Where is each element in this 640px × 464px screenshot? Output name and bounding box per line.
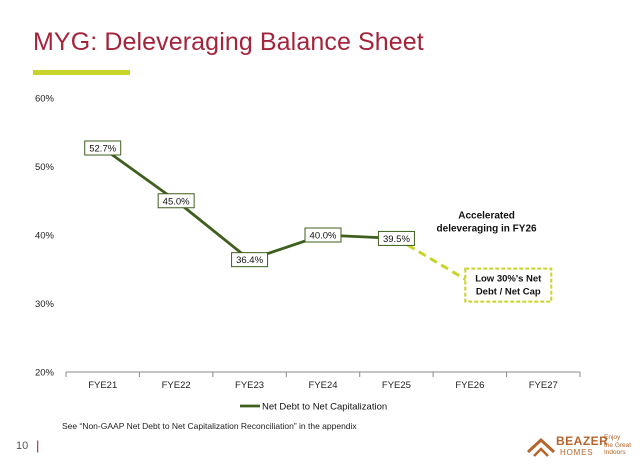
y-tick-label: 40% xyxy=(35,231,55,242)
annotation-text: Low 30%'s Net xyxy=(475,274,542,285)
y-tick-label: 50% xyxy=(35,162,55,173)
data-label: 52.7% xyxy=(89,144,116,155)
x-tick-label: FYE23 xyxy=(235,380,264,391)
x-tick-label: FYE27 xyxy=(529,380,558,391)
y-tick-label: 20% xyxy=(35,368,55,379)
annotation-text: Debt / Net Cap xyxy=(476,287,541,298)
data-label: 36.4% xyxy=(236,255,263,266)
data-label-box xyxy=(231,252,269,268)
data-label: 45.0% xyxy=(163,196,190,207)
data-label: 39.5% xyxy=(383,234,410,245)
logo-tagline-line: the Great xyxy=(604,441,632,449)
page-title: MYG: Deleveraging Balance Sheet xyxy=(33,28,424,56)
logo-sub: HOMES xyxy=(560,448,594,457)
footnote: See “Non-GAAP Net Debt to Net Capitaliza… xyxy=(62,421,357,431)
line-chart: 20% 30% 40% 50% 60% FYE21 FYE22 FYE23 FYE24 FYE25… xyxy=(35,94,581,413)
data-label-box xyxy=(84,140,122,156)
y-tick-label: 30% xyxy=(35,299,55,310)
logo-tagline-line: Indoors xyxy=(604,449,626,456)
page-separator: | xyxy=(36,438,40,453)
logo-name: BEAZER xyxy=(556,434,609,448)
data-label-box xyxy=(377,230,415,246)
x-tick-label: FYE25 xyxy=(382,380,411,391)
x-tick-label: FYE21 xyxy=(88,380,117,391)
logo-tagline: Enjoy the Great Indoors xyxy=(604,434,631,457)
x-tick-label: FYE22 xyxy=(162,380,191,391)
x-tick-label: FYE26 xyxy=(455,380,484,391)
series-line xyxy=(101,146,397,262)
data-label: 40.0% xyxy=(310,231,337,242)
annotation-box xyxy=(464,267,553,303)
y-tick-label: 60% xyxy=(35,94,55,105)
legend-label: Net Debt to Net Capitalization xyxy=(262,402,387,413)
data-label-box xyxy=(304,227,342,243)
page-number: 10 xyxy=(16,440,29,452)
logo-tagline-line: Enjoy xyxy=(604,434,621,441)
data-label-box xyxy=(157,193,195,209)
x-tick-label: FYE24 xyxy=(308,380,337,391)
title-underline xyxy=(33,70,130,75)
beazer-logo: BEAZER HOMES Enjoy the Great Indoors xyxy=(526,432,638,460)
house-roof-icon xyxy=(526,437,556,457)
annotation-text: Accelerated xyxy=(458,211,515,222)
annotation-text: deleveraging in FY26 xyxy=(437,224,537,235)
